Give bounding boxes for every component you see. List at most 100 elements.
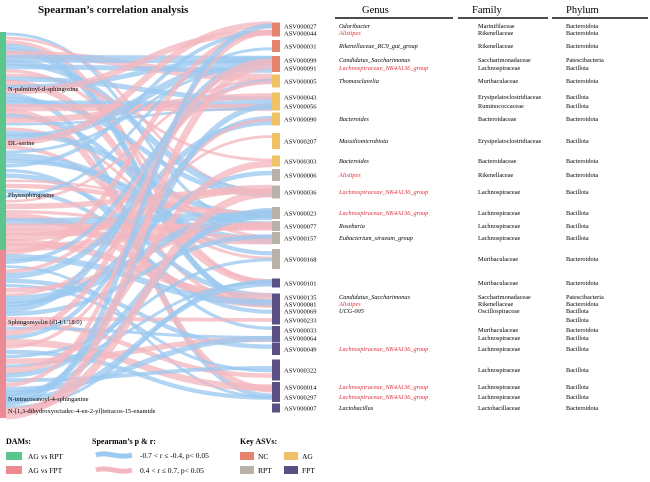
- asv-bar: [272, 293, 280, 301]
- correlation-link: [5, 29, 273, 95]
- asv-bar: [272, 300, 280, 308]
- phylum-cell: Bacillota: [566, 384, 589, 391]
- phylum-cell: Bacteroidota: [566, 30, 598, 37]
- asv-bar: [272, 403, 280, 413]
- metabolite-bar: [0, 250, 6, 392]
- spearman-legend-title: Spearman’s p & r:: [92, 437, 156, 446]
- correlation-link: [5, 30, 273, 168]
- asv-bar: [272, 74, 280, 88]
- phylum-cell: Bacillota: [566, 189, 589, 196]
- legend: DAMs: AG vs RPT AG vs FPT Spearman’s p & r:…: [6, 437, 315, 475]
- correlation-link: [5, 160, 273, 374]
- asv-label: ASV000007: [284, 405, 317, 412]
- asv-label: ASV000056: [284, 103, 317, 110]
- metabolite-label: N-[1,3-dihydroxyoctadec-4-en-2-yl]tetrac…: [8, 408, 156, 415]
- phylum-cell: Patescibacteria: [566, 57, 604, 64]
- genus-cell: Eubacterium_siraeum_group: [338, 235, 413, 242]
- phylum-cell: Patescibacteria: [566, 294, 604, 301]
- asv-bar: [272, 22, 280, 30]
- family-cell: Lachnospiraceae: [478, 384, 521, 391]
- family-cell: Saccharimonadaceae: [478, 57, 531, 64]
- phylum-cell: Bacillota: [566, 223, 589, 230]
- family-cell: Lachnospiraceae: [478, 65, 521, 72]
- phylum-cell: Bacillota: [566, 235, 589, 242]
- phylum-cell: Bacteroidota: [566, 327, 598, 334]
- metabolite-bar: [0, 32, 6, 122]
- phylum-cell: Bacillota: [566, 94, 589, 101]
- genus-cell: Thomasclavelia: [339, 78, 379, 85]
- asv-label: ASV000101: [284, 280, 317, 287]
- asv-bar: [272, 155, 280, 167]
- family-cell: Oscillospiraceae: [478, 308, 520, 315]
- asv-bar: [272, 392, 280, 402]
- asv-bar: [272, 133, 280, 149]
- family-cell: Lactobacillaceae: [478, 405, 521, 412]
- asv-bar: [272, 221, 280, 231]
- correlation-link: [5, 107, 273, 126]
- correlation-link: [5, 21, 273, 146]
- family-cell: Saccharimonadaceae: [478, 294, 531, 301]
- asv-bars: [272, 22, 280, 413]
- family-cell: Ruminococcaceae: [478, 103, 524, 110]
- asv-bar: [272, 56, 280, 64]
- family-cell: Lachnospiraceae: [478, 210, 521, 217]
- key-swatch: [240, 452, 254, 460]
- asv-bar: [272, 306, 280, 316]
- genus-cell: Candidatus_Saccharimonas: [339, 294, 411, 301]
- genus-cell: Lachnospiraceae_NK4A136_group: [338, 346, 428, 353]
- key-swatch: [284, 466, 298, 474]
- correlation-link: [5, 80, 273, 274]
- genus-cell: Lachnospiraceae_NK4A136_group: [338, 189, 428, 196]
- correlation-link: [5, 62, 273, 420]
- genus-cell: UCG-005: [339, 308, 364, 315]
- asv-bar: [272, 343, 280, 355]
- phylum-cell: Bacillota: [566, 138, 589, 145]
- family-cell: Lachnospiraceae: [478, 223, 521, 230]
- spearman-legend-label: -0.7 < r ≤ -0.4, p< 0.05: [140, 451, 209, 460]
- genus-cell: Candidatus_Saccharimonas: [339, 57, 411, 64]
- asv-bar: [272, 64, 280, 72]
- family-cell: Rikenellaceae: [478, 301, 514, 308]
- asv-label: ASV000135: [284, 294, 317, 301]
- correlation-link: [5, 47, 273, 198]
- phylum-cell: Bacteroidota: [566, 23, 598, 30]
- asv-bar: [272, 29, 280, 37]
- metabolite-label: N-palmitoyl-d-sphingosine: [8, 86, 79, 93]
- dams-legend-title: DAMs:: [6, 437, 31, 446]
- genus-cell: Lachnospiraceae_NK4A136_group: [338, 394, 428, 401]
- phylum-cell: Bacteroidota: [566, 405, 598, 412]
- genus-header: Genus: [362, 5, 389, 16]
- family-cell: Muribaculaceae: [478, 327, 518, 334]
- labels: N-palmitoyl-d-sphingosine DL-serine Phytos…: [8, 23, 317, 415]
- asv-bar: [272, 249, 280, 269]
- figure-title: Spearman’s correlation analysis: [38, 4, 189, 16]
- asv-label: ASV000233: [284, 317, 317, 324]
- asv-label: ASV000297: [284, 394, 317, 401]
- spearman-swatch: [95, 466, 133, 474]
- asv-label: ASV000014: [284, 384, 317, 391]
- family-cell: Marinifilaceae: [478, 23, 515, 30]
- genus-cell: Alistipes: [338, 30, 361, 37]
- metabolite-bar: [0, 405, 6, 418]
- dam-legend-label: AG vs RPT: [28, 452, 63, 461]
- correlation-link: [5, 234, 273, 317]
- genus-cell: Alistipes: [338, 172, 361, 179]
- phylum-cell: Bacillota: [566, 346, 589, 353]
- spearman-swatch: [95, 451, 133, 459]
- family-cell: Lachnospiraceae: [478, 189, 521, 196]
- asv-label: ASV000303: [284, 158, 317, 165]
- family-cell: Rikenellaceae: [478, 30, 514, 37]
- family-cell: Lachnospiraceae: [478, 346, 521, 353]
- genus-cell: Lachnospiraceae_NK4A136_group: [338, 210, 428, 217]
- asv-bar: [272, 185, 280, 199]
- family-cell: Muribaculaceae: [478, 280, 518, 287]
- family-cell: Muribaculaceae: [478, 78, 518, 85]
- genus-cell: Roseburia: [338, 223, 365, 230]
- key-legend-label: AG: [302, 452, 313, 461]
- correlation-link: [5, 58, 273, 336]
- phylum-cell: Bacillota: [566, 103, 589, 110]
- family-cell: Bacteroidaceae: [478, 116, 517, 123]
- genus-cell: Lachnospiraceae_NK4A136_group: [338, 65, 428, 72]
- asv-bar: [272, 101, 280, 111]
- phylum-header: Phylum: [566, 5, 599, 16]
